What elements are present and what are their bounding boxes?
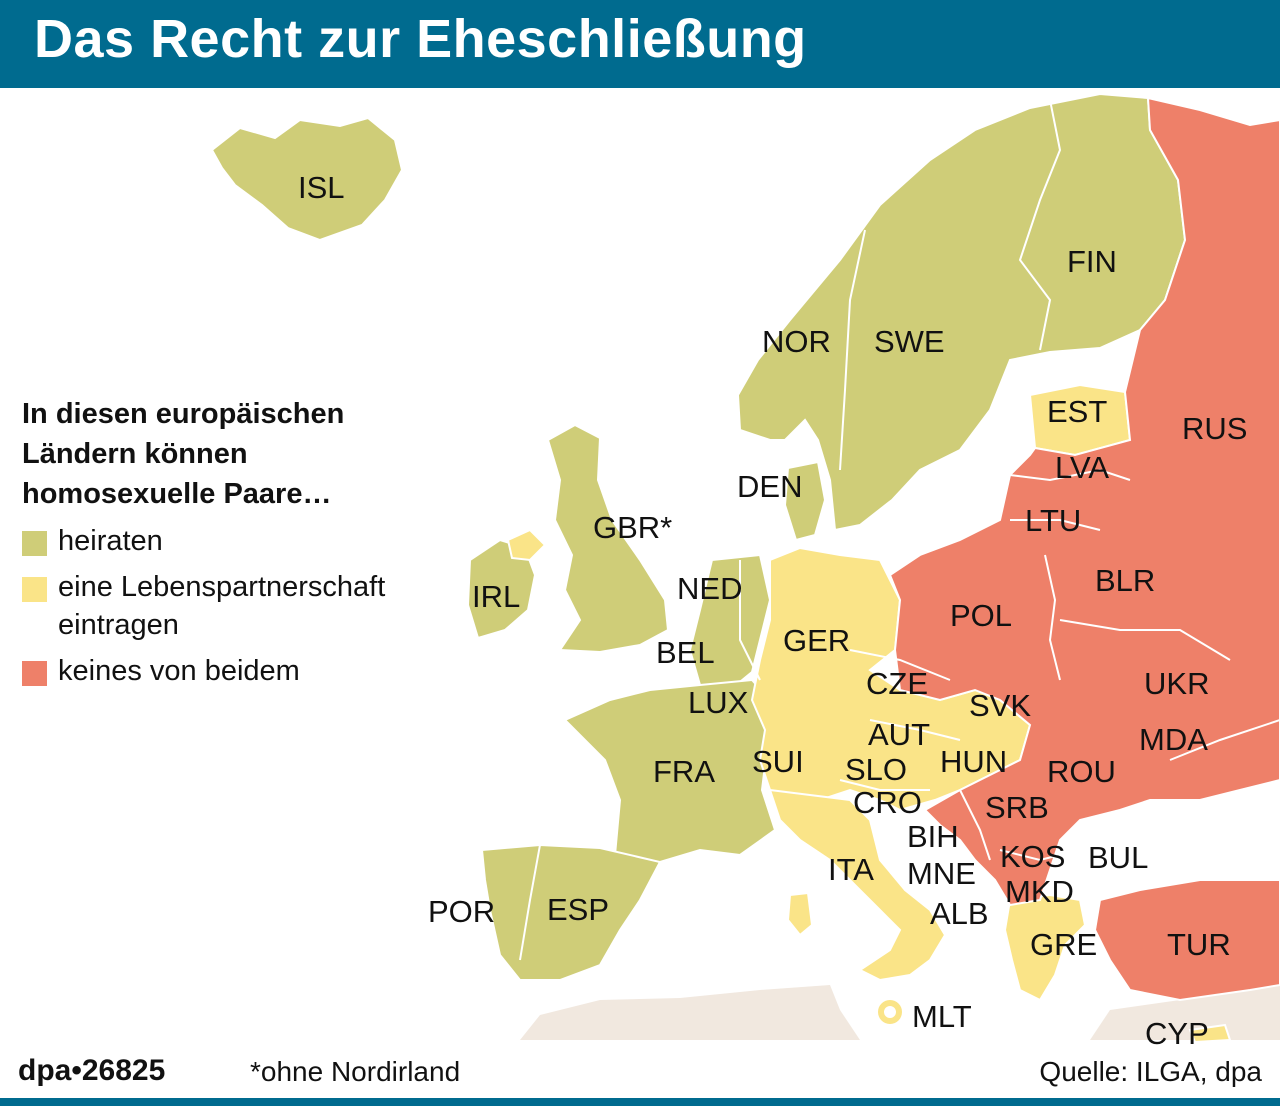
title-bar: Das Recht zur Eheschließung [0,0,1280,88]
region-ita [768,788,947,982]
region-gre [1003,893,1087,1002]
label-bih: BIH [907,819,959,854]
region-east-europe [888,96,1280,907]
legend: In diesen europäischen Ländern können ho… [22,394,462,690]
footnote: *ohne Nordirland [250,1056,461,1087]
legend-swatch-none [22,661,47,686]
label-rus: RUS [1182,411,1247,446]
label-por: POR [428,894,495,929]
label-mkd: MKD [1005,874,1074,909]
region-tur [1093,879,1280,1002]
legend-label-partnership-2: eintragen [58,609,179,641]
label-lux: LUX [688,685,749,720]
label-aut: AUT [868,717,930,752]
label-fin: FIN [1067,244,1117,279]
bottom-bar [0,1098,1280,1106]
label-lva: LVA [1055,450,1109,485]
label-gbr: GBR* [593,510,672,545]
region-nir [506,528,547,562]
label-gre: GRE [1030,927,1097,962]
label-est: EST [1047,394,1107,429]
legend-label-marry: heiraten [58,525,163,557]
label-blr: BLR [1095,563,1155,598]
region-fra [563,678,777,867]
label-ita: ITA [828,852,874,887]
region-sardinia [786,891,814,937]
legend-title-line-3: homosexuelle Paare… [22,478,332,510]
legend-label-none: keines von beidem [58,655,300,687]
legend-item-none: keines von beidem [22,652,462,690]
legend-title-line-2: Ländern können [22,438,248,470]
label-pol: POL [950,598,1012,633]
label-mda: MDA [1139,722,1208,757]
label-sui: SUI [752,744,804,779]
label-cro: CRO [853,785,922,820]
label-rou: ROU [1047,754,1116,789]
graphic-id: dpa•26825 [18,1054,166,1087]
label-irl: IRL [472,579,520,614]
label-ltu: LTU [1025,503,1081,538]
legend-item-marry: heiraten [22,522,462,560]
region-iberia [480,843,662,981]
region-den [783,460,827,542]
label-bul: BUL [1088,840,1148,875]
label-tur: TUR [1167,927,1231,962]
label-slo: SLO [845,752,907,787]
label-swe: SWE [874,324,945,359]
region-non-europe [520,985,1280,1040]
label-svk: SVK [969,688,1031,723]
legend-item-partnership: eine Lebenspartnerschaft eintragen [22,568,462,644]
legend-swatch-marry [22,531,47,556]
label-cyp: CYP [1145,1016,1209,1048]
region-mlt-marker [878,1000,902,1024]
country-labels: ISL FIN NOR SWE EST RUS LVA DEN LTU GBR*… [298,170,1247,1048]
label-hun: HUN [940,744,1007,779]
label-den: DEN [737,469,802,504]
border-lines [519,99,1280,961]
label-kos: KOS [1000,839,1065,874]
label-fra: FRA [653,754,715,789]
page-title: Das Recht zur Eheschließung [34,9,807,69]
label-ned: NED [677,571,742,606]
label-ukr: UKR [1144,666,1209,701]
label-bel: BEL [656,635,715,670]
legend-label-partnership-1: eine Lebenspartnerschaft [58,571,386,603]
region-cyp [1188,1023,1232,1044]
source-credit: Quelle: ILGA, dpa [1039,1056,1262,1087]
label-ger: GER [783,623,850,658]
label-esp: ESP [547,892,609,927]
region-gbr [546,423,670,654]
label-srb: SRB [985,790,1049,825]
label-cze: CZE [866,666,928,701]
label-alb: ALB [930,896,989,931]
label-mne: MNE [907,856,976,891]
europe-map: ISL FIN NOR SWE EST RUS LVA DEN LTU GBR*… [210,92,1280,1048]
label-mlt: MLT [912,999,972,1034]
region-isl [210,116,404,242]
legend-swatch-partnership [22,577,47,602]
label-nor: NOR [762,324,831,359]
label-isl: ISL [298,170,345,205]
legend-title-line-1: In diesen europäischen [22,398,345,430]
